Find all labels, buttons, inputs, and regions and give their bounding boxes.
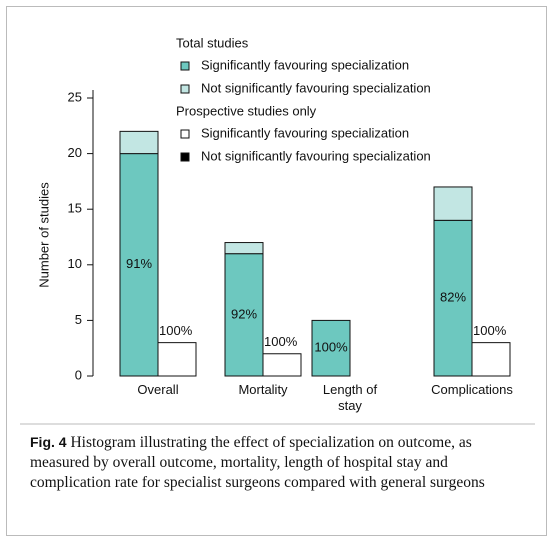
- x-tick-label: Complications: [431, 382, 513, 397]
- percent-label: 100%: [159, 323, 193, 338]
- y-tick-label: 10: [68, 256, 82, 271]
- x-tick-label: Length of stay: [322, 382, 378, 413]
- legend-label: Significantly favouring specialization: [201, 57, 409, 72]
- legend-heading: Prospective studies only: [176, 103, 317, 118]
- legend-swatch: [180, 84, 190, 94]
- bar-segment: [311, 319, 351, 377]
- caption: Fig. 4 Histogram illustrating the effect…: [30, 432, 510, 493]
- y-tick-label: 15: [68, 201, 82, 216]
- chart: Number of studies 0 5 10 15 20 25 91% 100% 92% 10…: [20, 35, 535, 425]
- y-axis-label: Number of studies: [36, 182, 51, 288]
- bar-segment: [119, 153, 159, 377]
- y-tick-label: 0: [75, 367, 82, 382]
- percent-label: 100%: [314, 340, 348, 355]
- legend-heading: Total studies: [176, 35, 249, 50]
- legend-swatch: [180, 152, 190, 162]
- caption-text: Histogram illustrating the effect of spe…: [30, 434, 485, 491]
- y-tick-label: 25: [68, 89, 82, 104]
- frame: [6, 6, 547, 536]
- percent-label: 100%: [264, 334, 298, 349]
- legend-label: Not significantly favouring specializati…: [201, 148, 431, 163]
- legend-label: Not significantly favouring specializati…: [201, 80, 431, 95]
- x-tick-label: Overall: [137, 382, 179, 397]
- y-tick-label: 5: [75, 312, 82, 327]
- bar-segment: [433, 186, 473, 221]
- bar-segment: [262, 353, 302, 377]
- x-tick-label: Mortality: [238, 382, 288, 397]
- legend-swatch: [180, 129, 190, 139]
- caption-label: Fig. 4: [30, 434, 67, 450]
- bar-segment: [224, 242, 264, 255]
- bar-segment: [119, 130, 159, 155]
- bar-segment: [471, 342, 511, 377]
- percent-label: 100%: [473, 323, 507, 338]
- legend-label: Significantly favouring specialization: [201, 125, 409, 140]
- y-tick-label: 20: [68, 145, 82, 160]
- legend-swatch: [180, 61, 190, 71]
- percent-label: 91%: [126, 256, 152, 271]
- bar-segment: [157, 342, 197, 377]
- percent-label: 82%: [440, 290, 466, 305]
- percent-label: 92%: [231, 306, 257, 321]
